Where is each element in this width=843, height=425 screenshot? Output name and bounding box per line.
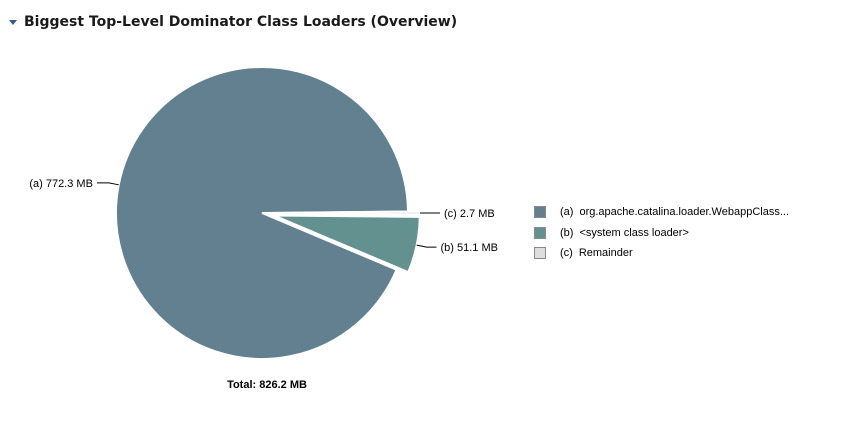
legend-key: (b) [560,226,574,239]
legend-key: (c) [560,247,573,260]
triangle-down-icon[interactable] [6,15,20,29]
legend-item: (b) <system class loader> [534,223,834,244]
leader-line [96,182,119,186]
pie-chart: (a) 772.3 MB (b) 51.1 MB (c) 2.7 MB (a) or… [0,40,843,425]
pie-chart-svg: (a) 772.3 MB (b) 51.1 MB (c) 2.7 MB [29,66,498,360]
legend-label: org.apache.catalina.loader.WebappClass..… [579,206,789,219]
legend-item: (c) Remainder [534,243,834,264]
section-title: Biggest Top-Level Dominator Class Loader… [24,14,458,30]
legend-swatch [534,226,546,239]
slice-label: (c) 2.7 MB [444,208,495,220]
legend-item: (a) org.apache.catalina.loader.WebappCla… [534,202,834,223]
slice-label: (b) 51.1 MB [440,242,497,254]
chart-total: Total: 826.2 MB [227,379,307,391]
leader-line [416,244,437,248]
legend-label: Remainder [578,247,633,260]
slice-label: (a) 772.3 MB [29,178,93,190]
legend-swatch [534,206,546,219]
legend-swatch [534,247,546,260]
pie-slice [273,210,421,216]
chart-legend: (a) org.apache.catalina.loader.WebappCla… [534,202,834,264]
legend-key: (a) [560,206,574,219]
legend-label: <system class loader> [579,226,689,239]
section-header[interactable]: Biggest Top-Level Dominator Class Loader… [6,12,457,32]
